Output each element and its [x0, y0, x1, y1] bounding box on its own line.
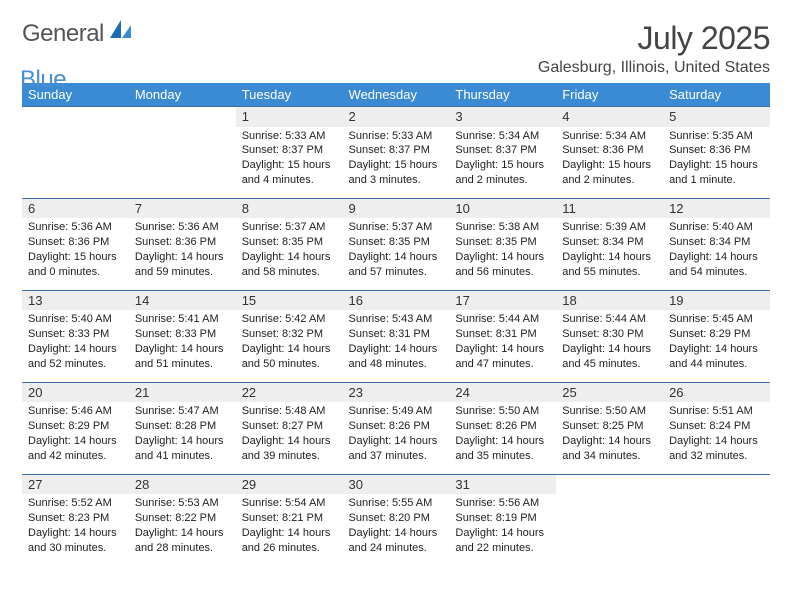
day-number-cell: 22 — [236, 382, 343, 402]
day-detail-cell: Sunrise: 5:48 AMSunset: 8:27 PMDaylight:… — [236, 402, 343, 474]
day-detail-cell — [556, 494, 663, 565]
day-of-week-row: SundayMondayTuesdayWednesdayThursdayFrid… — [22, 83, 770, 107]
day-number-row: 13141516171819 — [22, 290, 770, 310]
day-detail-cell: Sunrise: 5:45 AMSunset: 8:29 PMDaylight:… — [663, 310, 770, 382]
day-number-cell: 24 — [449, 382, 556, 402]
day-number-cell: 8 — [236, 198, 343, 218]
day-number-cell: 27 — [22, 474, 129, 494]
day-number-cell: 19 — [663, 290, 770, 310]
day-detail-cell: Sunrise: 5:34 AMSunset: 8:37 PMDaylight:… — [449, 127, 556, 199]
day-detail-cell: Sunrise: 5:51 AMSunset: 8:24 PMDaylight:… — [663, 402, 770, 474]
day-of-week-header: Tuesday — [236, 83, 343, 107]
day-number-cell: 4 — [556, 107, 663, 127]
day-detail-row: Sunrise: 5:40 AMSunset: 8:33 PMDaylight:… — [22, 310, 770, 382]
day-of-week-header: Saturday — [663, 83, 770, 107]
day-of-week-header: Monday — [129, 83, 236, 107]
day-detail-cell: Sunrise: 5:37 AMSunset: 8:35 PMDaylight:… — [236, 218, 343, 290]
day-detail-row: Sunrise: 5:36 AMSunset: 8:36 PMDaylight:… — [22, 218, 770, 290]
day-number-cell: 30 — [343, 474, 450, 494]
day-detail-cell: Sunrise: 5:50 AMSunset: 8:25 PMDaylight:… — [556, 402, 663, 474]
day-number-cell: 1 — [236, 107, 343, 127]
day-number-cell: 13 — [22, 290, 129, 310]
day-detail-cell: Sunrise: 5:42 AMSunset: 8:32 PMDaylight:… — [236, 310, 343, 382]
day-detail-cell: Sunrise: 5:43 AMSunset: 8:31 PMDaylight:… — [343, 310, 450, 382]
day-number-row: 2728293031 — [22, 474, 770, 494]
day-number-cell: 12 — [663, 198, 770, 218]
day-detail-cell: Sunrise: 5:35 AMSunset: 8:36 PMDaylight:… — [663, 127, 770, 199]
day-detail-cell: Sunrise: 5:54 AMSunset: 8:21 PMDaylight:… — [236, 494, 343, 565]
day-detail-cell — [663, 494, 770, 565]
day-number-cell: 15 — [236, 290, 343, 310]
day-number-cell: 6 — [22, 198, 129, 218]
day-number-cell: 23 — [343, 382, 450, 402]
day-detail-cell: Sunrise: 5:44 AMSunset: 8:30 PMDaylight:… — [556, 310, 663, 382]
day-number-cell: 9 — [343, 198, 450, 218]
calendar-body: 12345Sunrise: 5:33 AMSunset: 8:37 PMDayl… — [22, 107, 770, 566]
day-detail-cell: Sunrise: 5:55 AMSunset: 8:20 PMDaylight:… — [343, 494, 450, 565]
day-number-row: 6789101112 — [22, 198, 770, 218]
day-number-cell: 31 — [449, 474, 556, 494]
day-number-cell — [663, 474, 770, 494]
logo-sub-text: Blue — [20, 66, 66, 93]
day-detail-cell: Sunrise: 5:56 AMSunset: 8:19 PMDaylight:… — [449, 494, 556, 565]
day-detail-row: Sunrise: 5:52 AMSunset: 8:23 PMDaylight:… — [22, 494, 770, 565]
day-detail-cell: Sunrise: 5:38 AMSunset: 8:35 PMDaylight:… — [449, 218, 556, 290]
day-number-cell: 18 — [556, 290, 663, 310]
day-number-cell: 3 — [449, 107, 556, 127]
day-number-cell: 21 — [129, 382, 236, 402]
day-detail-cell: Sunrise: 5:49 AMSunset: 8:26 PMDaylight:… — [343, 402, 450, 474]
day-number-cell: 29 — [236, 474, 343, 494]
day-detail-cell: Sunrise: 5:41 AMSunset: 8:33 PMDaylight:… — [129, 310, 236, 382]
day-number-cell: 17 — [449, 290, 556, 310]
header: General Blue July 2025 Galesburg, Illino… — [22, 20, 770, 77]
day-detail-row: Sunrise: 5:46 AMSunset: 8:29 PMDaylight:… — [22, 402, 770, 474]
day-detail-cell: Sunrise: 5:40 AMSunset: 8:33 PMDaylight:… — [22, 310, 129, 382]
day-of-week-header: Wednesday — [343, 83, 450, 107]
day-detail-cell — [22, 127, 129, 199]
day-number-cell — [22, 107, 129, 127]
day-detail-cell: Sunrise: 5:36 AMSunset: 8:36 PMDaylight:… — [22, 218, 129, 290]
day-detail-cell: Sunrise: 5:46 AMSunset: 8:29 PMDaylight:… — [22, 402, 129, 474]
day-detail-cell: Sunrise: 5:37 AMSunset: 8:35 PMDaylight:… — [343, 218, 450, 290]
day-number-cell: 11 — [556, 198, 663, 218]
day-number-cell — [129, 107, 236, 127]
location-text: Galesburg, Illinois, United States — [538, 59, 770, 77]
day-number-cell: 26 — [663, 382, 770, 402]
day-detail-cell: Sunrise: 5:33 AMSunset: 8:37 PMDaylight:… — [236, 127, 343, 199]
logo-sail-icon — [110, 20, 132, 45]
title-block: July 2025 Galesburg, Illinois, United St… — [538, 20, 770, 77]
day-detail-cell: Sunrise: 5:33 AMSunset: 8:37 PMDaylight:… — [343, 127, 450, 199]
day-number-cell: 14 — [129, 290, 236, 310]
day-detail-cell: Sunrise: 5:34 AMSunset: 8:36 PMDaylight:… — [556, 127, 663, 199]
day-number-cell: 16 — [343, 290, 450, 310]
day-number-cell: 25 — [556, 382, 663, 402]
day-number-row: 12345 — [22, 107, 770, 127]
month-title: July 2025 — [538, 20, 770, 57]
day-detail-cell: Sunrise: 5:47 AMSunset: 8:28 PMDaylight:… — [129, 402, 236, 474]
day-detail-row: Sunrise: 5:33 AMSunset: 8:37 PMDaylight:… — [22, 127, 770, 199]
day-number-cell: 2 — [343, 107, 450, 127]
day-number-row: 20212223242526 — [22, 382, 770, 402]
day-number-cell: 28 — [129, 474, 236, 494]
day-number-cell: 10 — [449, 198, 556, 218]
calendar-table: SundayMondayTuesdayWednesdayThursdayFrid… — [22, 83, 770, 565]
day-detail-cell: Sunrise: 5:50 AMSunset: 8:26 PMDaylight:… — [449, 402, 556, 474]
day-detail-cell: Sunrise: 5:52 AMSunset: 8:23 PMDaylight:… — [22, 494, 129, 565]
day-detail-cell: Sunrise: 5:36 AMSunset: 8:36 PMDaylight:… — [129, 218, 236, 290]
day-of-week-header: Thursday — [449, 83, 556, 107]
day-detail-cell — [129, 127, 236, 199]
day-number-cell: 7 — [129, 198, 236, 218]
logo: General Blue — [22, 20, 132, 76]
day-of-week-header: Friday — [556, 83, 663, 107]
day-number-cell: 20 — [22, 382, 129, 402]
day-detail-cell: Sunrise: 5:53 AMSunset: 8:22 PMDaylight:… — [129, 494, 236, 565]
logo-main-text: General — [22, 20, 104, 47]
logo-text-block: General Blue — [22, 20, 132, 76]
day-detail-cell: Sunrise: 5:39 AMSunset: 8:34 PMDaylight:… — [556, 218, 663, 290]
day-number-cell: 5 — [663, 107, 770, 127]
day-detail-cell: Sunrise: 5:44 AMSunset: 8:31 PMDaylight:… — [449, 310, 556, 382]
day-number-cell — [556, 474, 663, 494]
day-detail-cell: Sunrise: 5:40 AMSunset: 8:34 PMDaylight:… — [663, 218, 770, 290]
